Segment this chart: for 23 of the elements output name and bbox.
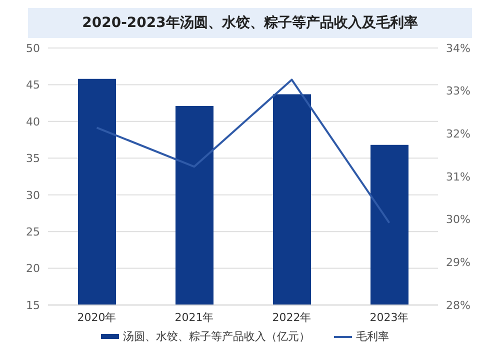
y2-tick-label: 28% [446, 298, 470, 312]
y2-tick-label: 33% [446, 84, 470, 98]
chart-title: 2020-2023年汤圆、水饺、粽子等产品收入及毛利率 [28, 8, 472, 38]
x-tick-label: 2020年 [77, 310, 116, 324]
line-series [96, 78, 390, 224]
y-tick-label: 35 [26, 152, 40, 166]
y2-tick-label: 29% [446, 256, 470, 270]
y-tick-label: 50 [26, 42, 40, 55]
y-tick-label: 45 [26, 78, 40, 92]
x-tick-label: 2023年 [370, 310, 409, 324]
y-tick-label: 40 [26, 115, 40, 128]
x-tick-label: 2021年 [174, 310, 214, 324]
y-tick-label: 20 [26, 262, 40, 276]
y2-tick-label: 32% [446, 128, 470, 141]
y-tick-label: 30 [26, 188, 40, 202]
y-tick-label: 15 [26, 298, 40, 312]
legend-label: 毛利率 [356, 329, 389, 344]
y2-tick-label: 31% [446, 170, 470, 184]
y2-tick-label: 34% [446, 42, 470, 55]
y2-tick-label: 30% [446, 213, 470, 226]
x-tick-label: 2022年 [272, 310, 312, 324]
legend-label: 汤圆、水饺、粽子等产品收入（亿元） [123, 329, 310, 344]
y-tick-label: 25 [26, 225, 40, 238]
